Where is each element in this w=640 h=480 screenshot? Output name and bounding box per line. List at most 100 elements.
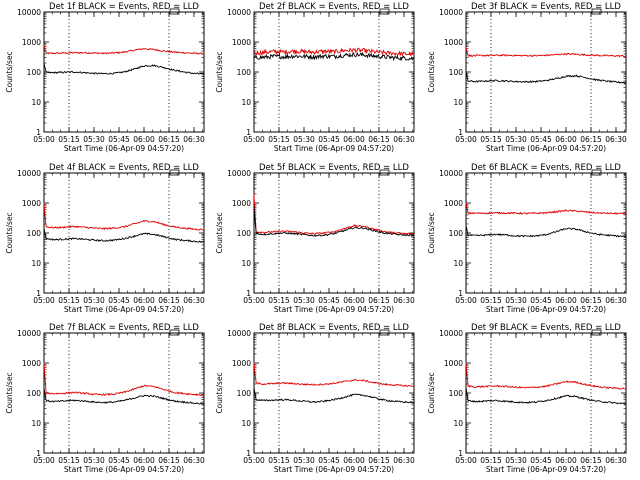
plot-frame xyxy=(43,172,205,294)
x-tick-label: 05:15 xyxy=(268,296,290,305)
y-tick-label: 10 xyxy=(453,259,463,268)
x-tick-label: 06:30 xyxy=(393,135,415,144)
y-tick-label: 100 xyxy=(449,229,464,238)
x-axis-label: Start Time (06-Apr-09 04:57:20) xyxy=(486,305,606,314)
x-tick-label: 06:15 xyxy=(580,135,602,144)
y-tick-label: 1 xyxy=(36,449,41,458)
x-tick-label: 05:45 xyxy=(530,456,552,465)
x-tick-label: 06:00 xyxy=(133,135,155,144)
x-tick-label: 06:00 xyxy=(133,456,155,465)
y-tick-label: 10 xyxy=(31,98,41,107)
panel-det-1: Det 1f BLACK = Events, RED = LLD 1 10 100 10… xyxy=(5,2,205,153)
x-tick-label: 05:15 xyxy=(480,135,502,144)
events-series-line xyxy=(43,62,205,75)
x-tick-label: 06:30 xyxy=(393,296,415,305)
x-axis-label: Start Time (06-Apr-09 04:57:20) xyxy=(486,465,606,474)
y-tick-label: 10 xyxy=(241,259,251,268)
plot-frame xyxy=(253,11,415,133)
panel-det-2: Det 2f BLACK = Events, RED = LLD 1 10 100 10… xyxy=(215,2,415,153)
panel-title: Det 5f BLACK = Events, RED = LLD xyxy=(259,163,409,173)
x-tick-label: 06:30 xyxy=(605,135,627,144)
x-tick-label: 06:00 xyxy=(555,456,577,465)
x-tick-label: 06:30 xyxy=(183,135,205,144)
x-tick-label: 06:15 xyxy=(158,135,180,144)
x-tick-label: 06:15 xyxy=(368,456,390,465)
y-tick-label: 1000 xyxy=(444,199,463,208)
x-tick-label: 05:30 xyxy=(293,135,315,144)
y-tick-label: 100 xyxy=(449,389,464,398)
x-tick-label: 06:30 xyxy=(183,456,205,465)
panel-title: Det 1f BLACK = Events, RED = LLD xyxy=(49,2,199,12)
marker-box-icon xyxy=(169,329,180,336)
lld-series-line xyxy=(465,47,627,58)
panel-det-4: Det 4f BLACK = Events, RED = LLD 1 10 100 10… xyxy=(5,163,205,314)
marker-box-icon xyxy=(169,169,180,176)
x-axis-label: Start Time (06-Apr-09 04:57:20) xyxy=(274,465,394,474)
plot-frame xyxy=(253,332,415,454)
y-tick-label: 1 xyxy=(246,289,251,298)
panel-det-7: Det 7f BLACK = Events, RED = LLD 1 10 100 10… xyxy=(5,323,205,474)
y-tick-label: 1 xyxy=(458,289,463,298)
panel-title: Det 4f BLACK = Events, RED = LLD xyxy=(49,163,199,173)
panel-title: Det 8f BLACK = Events, RED = LLD xyxy=(259,323,409,333)
x-tick-label: 05:00 xyxy=(33,456,55,465)
y-tick-label: 1000 xyxy=(444,38,463,47)
x-tick-label: 05:15 xyxy=(480,296,502,305)
panel-title: Det 7f BLACK = Events, RED = LLD xyxy=(49,323,199,333)
x-tick-label: 05:30 xyxy=(83,135,105,144)
x-tick-label: 05:45 xyxy=(108,135,130,144)
x-tick-label: 05:45 xyxy=(530,135,552,144)
x-tick-label: 05:15 xyxy=(58,296,80,305)
y-axis-label: Counts/sec xyxy=(427,372,436,413)
x-tick-label: 05:00 xyxy=(243,456,265,465)
y-tick-label: 1 xyxy=(36,128,41,137)
x-tick-label: 05:00 xyxy=(455,135,477,144)
panel-title: Det 9f BLACK = Events, RED = LLD xyxy=(471,323,621,333)
x-tick-label: 06:15 xyxy=(158,296,180,305)
y-tick-label: 1000 xyxy=(444,359,463,368)
plot-frame xyxy=(465,172,627,294)
x-axis-label: Start Time (06-Apr-09 04:57:20) xyxy=(64,305,184,314)
y-tick-label: 10000 xyxy=(439,169,463,178)
events-series-line xyxy=(43,387,205,405)
marker-box-icon xyxy=(591,169,602,176)
events-series-line xyxy=(43,227,205,243)
y-tick-label: 1 xyxy=(246,128,251,137)
x-tick-label: 05:30 xyxy=(505,135,527,144)
x-tick-label: 05:30 xyxy=(293,296,315,305)
x-tick-label: 05:15 xyxy=(58,135,80,144)
x-tick-label: 06:15 xyxy=(158,456,180,465)
y-tick-label: 1000 xyxy=(232,199,251,208)
y-tick-label: 1000 xyxy=(22,199,41,208)
panel-det-6: Det 6f BLACK = Events, RED = LLD 1 10 100 10… xyxy=(427,163,627,314)
y-tick-label: 1000 xyxy=(22,359,41,368)
marker-box-icon xyxy=(169,8,180,15)
x-axis-label: Start Time (06-Apr-09 04:57:20) xyxy=(64,465,184,474)
lld-series-line xyxy=(253,362,415,388)
x-tick-label: 05:30 xyxy=(83,296,105,305)
x-tick-label: 06:15 xyxy=(580,296,602,305)
lld-series-line xyxy=(465,362,627,390)
y-tick-label: 100 xyxy=(237,68,252,77)
y-tick-label: 10000 xyxy=(17,329,41,338)
x-tick-label: 05:00 xyxy=(33,135,55,144)
x-tick-label: 06:30 xyxy=(605,456,627,465)
y-tick-label: 100 xyxy=(27,68,42,77)
panel-det-5: Det 5f BLACK = Events, RED = LLD 1 10 100 10… xyxy=(215,163,415,314)
y-axis-label: Counts/sec xyxy=(427,212,436,253)
events-series-line xyxy=(465,225,627,238)
x-tick-label: 05:45 xyxy=(318,456,340,465)
events-series-line xyxy=(465,387,627,405)
y-tick-label: 10 xyxy=(31,419,41,428)
x-tick-label: 05:45 xyxy=(530,296,552,305)
x-tick-label: 05:45 xyxy=(318,296,340,305)
x-tick-label: 05:00 xyxy=(455,456,477,465)
y-tick-label: 10 xyxy=(31,259,41,268)
x-tick-label: 06:15 xyxy=(368,135,390,144)
y-tick-label: 1000 xyxy=(232,359,251,368)
y-axis-label: Counts/sec xyxy=(427,51,436,92)
y-tick-label: 1 xyxy=(246,449,251,458)
marker-box-icon xyxy=(379,329,390,336)
y-axis-label: Counts/sec xyxy=(5,212,14,253)
